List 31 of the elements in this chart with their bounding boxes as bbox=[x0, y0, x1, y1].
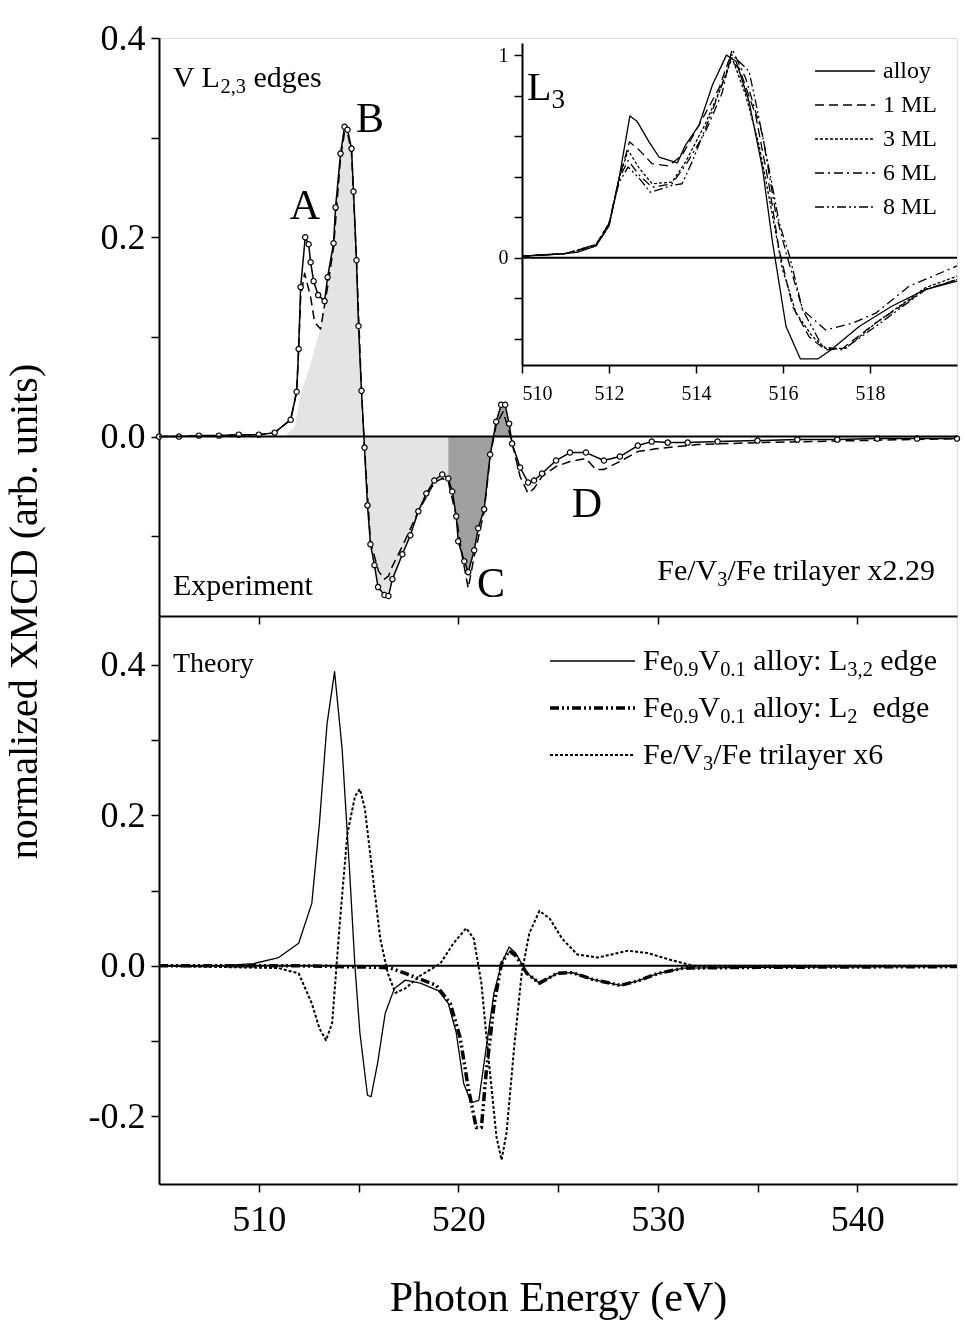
legend-label: 8 ML bbox=[883, 193, 937, 219]
annotation: C bbox=[476, 560, 506, 606]
legend-label: 1 ML bbox=[883, 91, 937, 117]
y-tick-label: 1 bbox=[498, 43, 509, 66]
annotation: D bbox=[571, 480, 603, 526]
x-tick-label: 520 bbox=[431, 1198, 486, 1239]
x-tick-label: 510 bbox=[522, 381, 553, 404]
y-tick-label: 0.2 bbox=[100, 794, 146, 835]
annotation: B bbox=[355, 95, 385, 141]
legend-label: 3 ML bbox=[883, 125, 937, 151]
y-tick-label: 0 bbox=[498, 246, 509, 269]
x-tick-label: 518 bbox=[855, 381, 886, 404]
x-axis-title: Photon Energy (eV) bbox=[389, 1273, 728, 1321]
x-tick-label: 530 bbox=[631, 1198, 686, 1239]
x-tick-label: 512 bbox=[594, 381, 625, 404]
legend-label: 6 ML bbox=[883, 159, 937, 185]
x-tick-label: 514 bbox=[681, 381, 712, 404]
y-tick-label: 0.0 bbox=[100, 945, 146, 986]
y-tick-label: -0.2 bbox=[88, 1095, 146, 1136]
annotation: Experiment bbox=[173, 568, 314, 601]
y-tick-label: 0.4 bbox=[100, 644, 146, 685]
y-tick-label: 0.4 bbox=[100, 17, 146, 58]
x-tick-label: 540 bbox=[830, 1198, 885, 1239]
x-tick-label: 516 bbox=[768, 381, 799, 404]
y-tick-label: 0.2 bbox=[100, 216, 146, 257]
legend-label: alloy bbox=[883, 57, 931, 83]
y-axis-title: normalized XMCD (arb. units) bbox=[0, 363, 46, 860]
annotation: A bbox=[289, 182, 321, 228]
y-tick-label: 0.0 bbox=[100, 416, 146, 457]
x-tick-label: 510 bbox=[232, 1198, 287, 1239]
annotation: Theory bbox=[173, 647, 254, 678]
